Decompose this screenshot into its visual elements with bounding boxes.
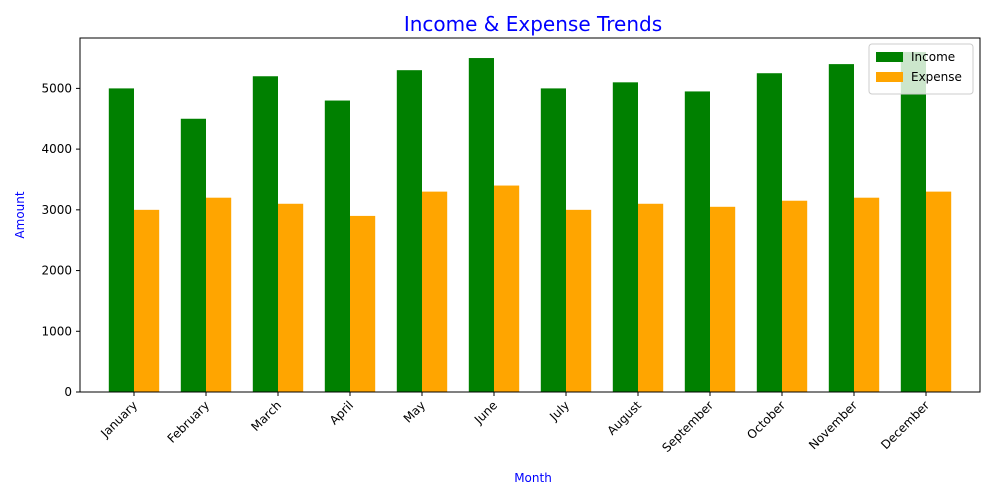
y-tick-label: 3000: [41, 203, 72, 217]
bar-expense-august: [638, 203, 664, 392]
bar-income-march: [252, 76, 278, 393]
bar-expense-april: [350, 215, 376, 392]
bar-income-june: [468, 58, 494, 393]
legend-swatch-expense: [876, 72, 903, 82]
y-tick-label: 4000: [41, 142, 72, 156]
x-axis-label: Month: [514, 471, 552, 485]
bar-income-august: [612, 82, 638, 392]
bar-expense-may: [422, 191, 448, 392]
plot-frame: [79, 37, 981, 393]
y-tick-label: 1000: [41, 324, 72, 338]
bar-income-april: [324, 100, 350, 392]
bar-income-july: [540, 88, 566, 392]
bar-income-january: [108, 88, 134, 392]
legend-label-income: Income: [911, 50, 955, 64]
legend-swatch-income: [876, 52, 903, 62]
bar-expense-january: [134, 209, 160, 392]
chart-title: Income & Expense Trends: [404, 12, 662, 36]
x-tick-label-september: September: [659, 398, 716, 455]
x-tick-label-april: April: [327, 398, 356, 427]
bar-expense-december: [926, 191, 952, 392]
bar-income-november: [828, 64, 854, 393]
y-tick-label: 2000: [41, 264, 72, 278]
x-tick-label-october: October: [744, 398, 788, 442]
legend-label-expense: Expense: [911, 70, 962, 84]
x-tick-label-august: August: [605, 398, 645, 438]
bar-income-december: [900, 51, 926, 392]
x-tick-label-february: February: [165, 398, 213, 446]
bar-income-september: [684, 91, 710, 392]
bar-expense-october: [782, 200, 808, 392]
bar-expense-july: [566, 209, 592, 392]
bar-income-february: [180, 118, 206, 392]
y-axis-label: Amount: [13, 191, 27, 238]
legend: Income Expense: [868, 43, 974, 95]
x-axis: January February March April May June July Augu…: [97, 392, 932, 455]
bar-expense-november: [854, 197, 880, 392]
x-tick-label-january: January: [97, 398, 140, 441]
bar-expense-september: [710, 206, 736, 392]
x-tick-label-november: November: [806, 398, 860, 452]
bar-expense-march: [278, 203, 304, 392]
x-tick-label-may: May: [401, 398, 428, 425]
bar-income-october: [756, 73, 782, 393]
bar-income-may: [396, 70, 422, 392]
x-tick-label-july: July: [546, 398, 572, 424]
bar-expense-june: [494, 185, 520, 392]
bar-expense-february: [206, 197, 232, 392]
y-tick-label: 5000: [41, 81, 72, 95]
x-tick-label-december: December: [878, 398, 932, 452]
y-axis: 0 1000 2000 3000 4000 5000: [41, 81, 80, 399]
y-tick-label: 0: [64, 385, 72, 399]
plot-area: [108, 51, 952, 393]
x-tick-label-june: June: [471, 398, 500, 427]
x-tick-label-march: March: [248, 398, 284, 434]
